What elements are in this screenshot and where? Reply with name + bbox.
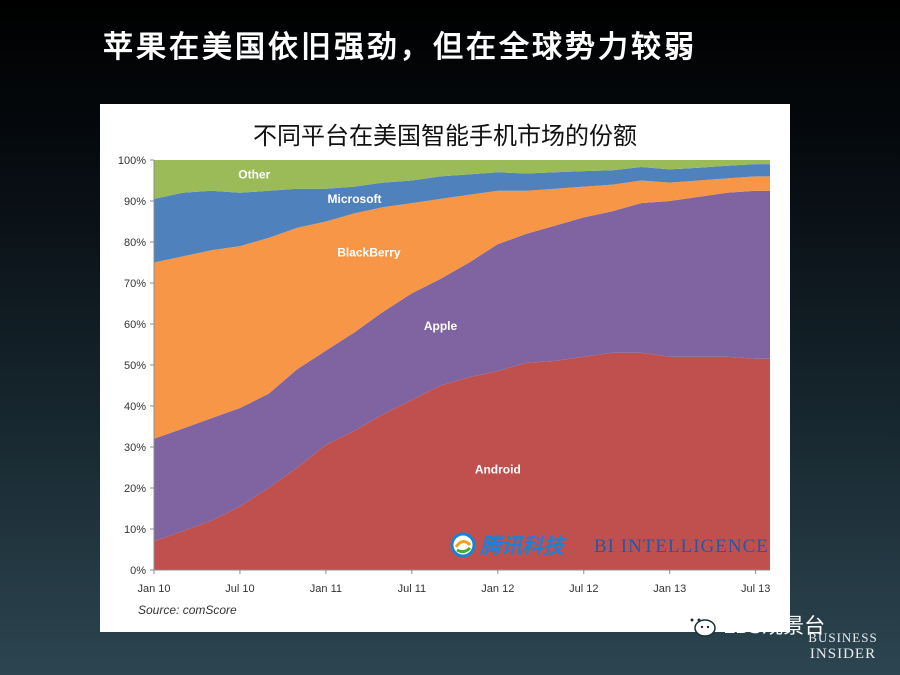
area-android bbox=[154, 352, 770, 570]
area-blackberry bbox=[154, 176, 770, 439]
source-note: Source: comScore bbox=[138, 603, 237, 617]
chart-panel: 0% 10% 20% 30% 40% 50% 60% 70% 80% 90% 100% Jan 10… bbox=[100, 104, 790, 632]
y-tick-label: 10% bbox=[124, 524, 146, 536]
business-insider-logo: BUSINESS INSIDER bbox=[803, 630, 883, 662]
y-tick-label: 30% bbox=[124, 442, 146, 454]
x-tick-label: Jan 11 bbox=[310, 583, 342, 595]
area-microsoft bbox=[154, 164, 770, 263]
x-tick-label: Jul 11 bbox=[398, 583, 427, 595]
series-label-apple: Apple bbox=[424, 319, 458, 333]
y-tick-label: 100% bbox=[118, 155, 146, 167]
area-layers bbox=[154, 160, 770, 570]
wechat-account-badge: LBS观景台 bbox=[683, 610, 825, 640]
chart-title: 不同平台在美国智能手机市场的份额 bbox=[253, 122, 637, 150]
x-tick-label: Jul 10 bbox=[225, 583, 254, 595]
y-tick-label: 50% bbox=[124, 360, 146, 372]
y-tick-label: 20% bbox=[124, 483, 146, 495]
y-tick-label: 0% bbox=[130, 565, 146, 577]
series-label-other: Other bbox=[238, 167, 270, 181]
y-tick-label: 90% bbox=[124, 196, 146, 208]
business-insider-line1: BUSINESS bbox=[808, 630, 878, 645]
y-axis: 0% 10% 20% 30% 40% 50% 60% 70% 80% 90% 100% bbox=[118, 155, 155, 577]
area-other bbox=[154, 160, 770, 199]
x-tick-label: Jul 13 bbox=[741, 583, 770, 595]
tencent-watermark-text: 腾讯科技 bbox=[480, 534, 564, 558]
business-insider-line2: INSIDER bbox=[809, 646, 877, 662]
series-label-android: Android bbox=[475, 463, 521, 477]
y-tick-label: 70% bbox=[124, 278, 146, 290]
area-apple bbox=[154, 190, 770, 542]
x-axis: Jan 10 Jul 10 Jan 11 Jul 11 Jan 12 Jul 12 Jan … bbox=[137, 569, 770, 595]
x-tick-label: Jan 12 bbox=[481, 583, 514, 595]
series-label-blackberry: BlackBerry bbox=[337, 245, 401, 259]
stacked-area-chart: 0% 10% 20% 30% 40% 50% 60% 70% 80% 90% 100% Jan 10… bbox=[118, 155, 770, 595]
y-tick-label: 80% bbox=[124, 237, 146, 249]
x-tick-label: Jan 13 bbox=[653, 583, 686, 595]
x-tick-label: Jan 10 bbox=[137, 583, 170, 595]
tencent-logo-icon bbox=[450, 532, 476, 558]
series-labels: Other Microsoft BlackBerry Apple Android bbox=[238, 167, 521, 476]
y-tick-label: 60% bbox=[124, 319, 146, 331]
bi-intelligence-watermark: BI INTELLIGENCE bbox=[594, 536, 769, 557]
x-tick-label: Jul 12 bbox=[569, 583, 598, 595]
slide-title: 苹果在美国依旧强劲，但在全球势力较弱 bbox=[103, 30, 697, 65]
series-label-microsoft: Microsoft bbox=[328, 192, 382, 206]
y-tick-label: 40% bbox=[124, 401, 146, 413]
wechat-account-name: LBS观景台 bbox=[723, 614, 826, 638]
wechat-icon bbox=[684, 612, 716, 637]
tencent-watermark: 腾讯科技 bbox=[450, 530, 564, 560]
